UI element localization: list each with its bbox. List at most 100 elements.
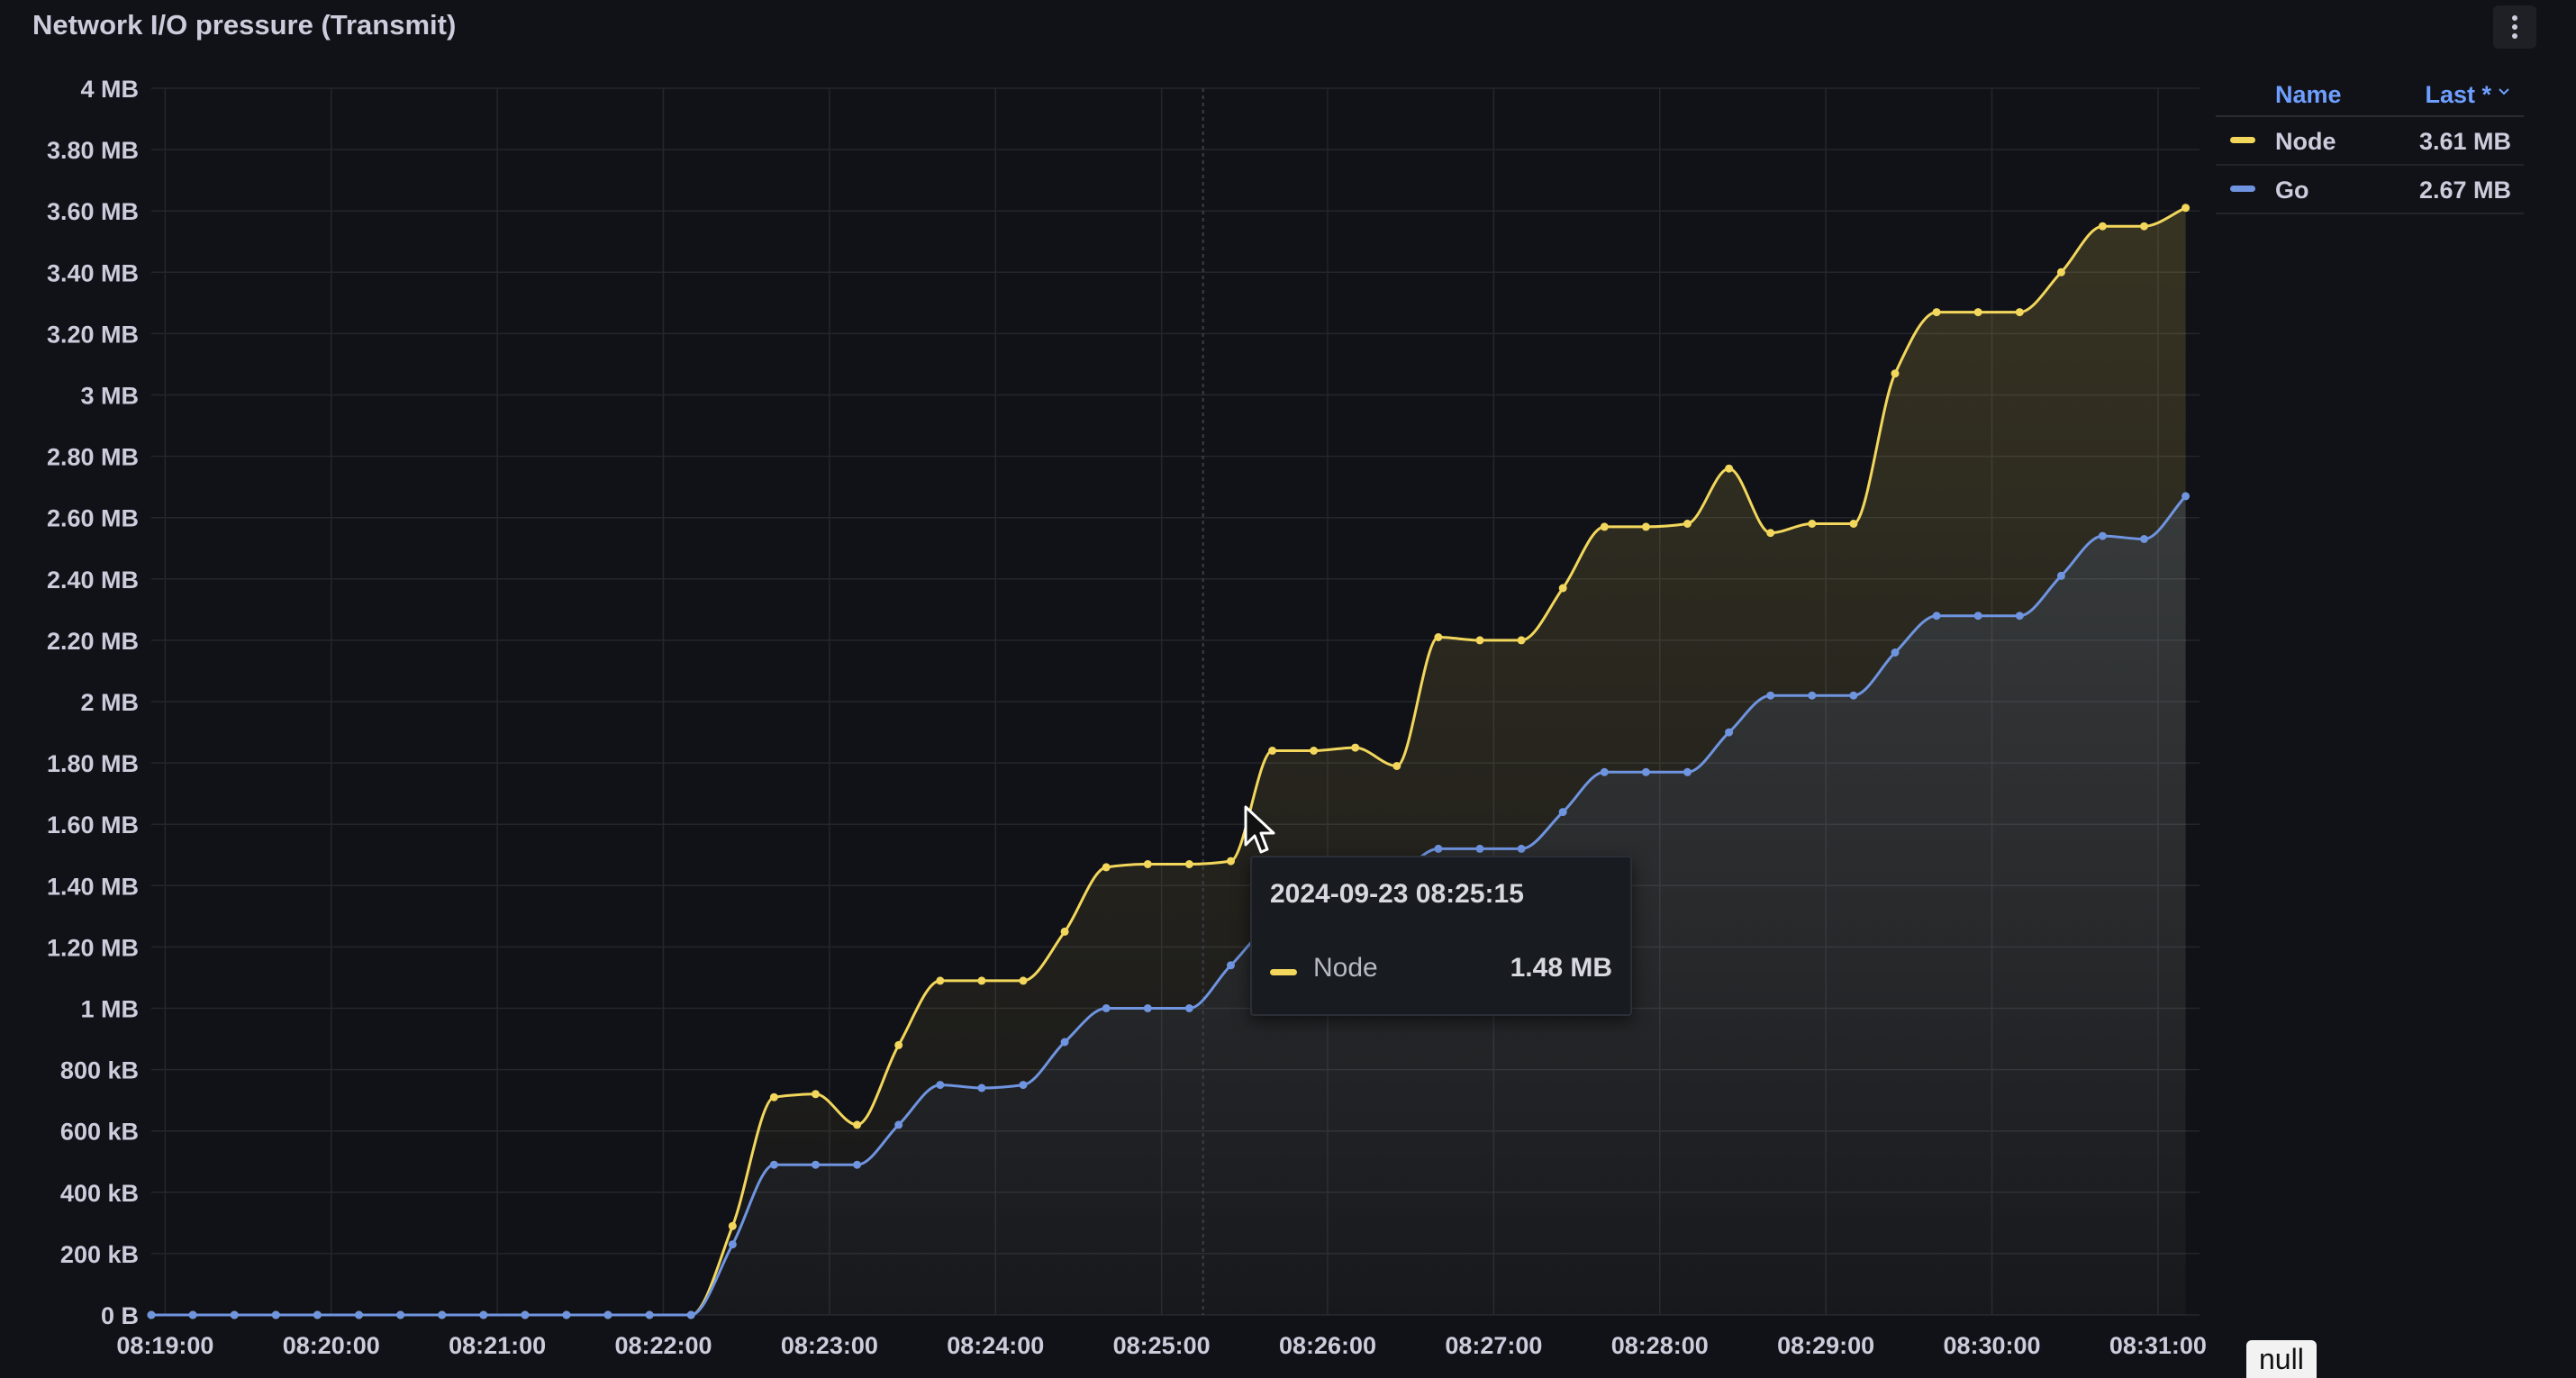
legend-item-last-value: 3.61 MB bbox=[2418, 128, 2511, 155]
chevron-down-icon[interactable] bbox=[2497, 85, 2511, 99]
hover-tooltip: 2024-09-23 08:25:15 Node 1.48 MB bbox=[1250, 856, 1632, 1016]
y-tick-label: 200 kB bbox=[60, 1241, 139, 1268]
data-point-node bbox=[1641, 522, 1650, 531]
data-point-go bbox=[894, 1120, 903, 1129]
data-point-node bbox=[2056, 267, 2065, 277]
y-tick-label: 3 MB bbox=[80, 383, 139, 410]
tooltip-series-value: 1.48 MB bbox=[1510, 953, 1612, 983]
data-point-node bbox=[1973, 308, 1982, 317]
data-point-node bbox=[1808, 520, 1817, 528]
legend-swatch-node bbox=[2230, 137, 2255, 143]
series-area-go bbox=[151, 495, 2186, 1315]
data-point-node bbox=[2098, 222, 2107, 231]
data-point-node bbox=[1600, 522, 1609, 531]
series-points bbox=[147, 204, 2191, 1319]
data-point-go bbox=[2140, 535, 2148, 543]
data-point-node bbox=[1351, 743, 1360, 752]
y-tick-label: 3.40 MB bbox=[47, 259, 139, 286]
tooltip-swatch bbox=[1270, 969, 1297, 975]
x-tick-label: 08:28:00 bbox=[1611, 1332, 1709, 1359]
x-tick-label: 08:23:00 bbox=[781, 1332, 878, 1359]
y-tick-label: 1.80 MB bbox=[47, 750, 139, 777]
data-point-node bbox=[2015, 308, 2024, 317]
data-point-go bbox=[1725, 728, 1734, 737]
data-point-go bbox=[977, 1083, 986, 1092]
y-tick-label: 2.60 MB bbox=[47, 505, 139, 532]
timeseries-chart[interactable]: 0 B 200 kB 400 kB 600 kB 800 kB 1 MB 1.20 MB 1.… bbox=[0, 0, 2207, 1374]
data-point-go bbox=[438, 1310, 447, 1319]
data-point-go bbox=[1060, 1038, 1069, 1047]
legend-item-node[interactable]: Node 3.61 MB bbox=[2216, 117, 2524, 166]
data-point-go bbox=[936, 1081, 945, 1090]
data-point-go bbox=[1475, 844, 1484, 853]
data-point-go bbox=[147, 1310, 156, 1319]
x-tick-label: 08:25:00 bbox=[1113, 1332, 1211, 1359]
data-point-go bbox=[1102, 1004, 1111, 1012]
data-point-node bbox=[1227, 857, 1235, 866]
data-point-node bbox=[1475, 636, 1484, 645]
legend-item-go[interactable]: Go 2.67 MB bbox=[2216, 166, 2524, 214]
y-tick-label: 1.60 MB bbox=[47, 811, 139, 839]
data-point-node bbox=[1392, 762, 1401, 770]
y-tick-label: 1.20 MB bbox=[47, 934, 139, 961]
y-tick-label: 3.80 MB bbox=[47, 137, 139, 164]
data-point-go bbox=[396, 1310, 405, 1319]
data-point-go bbox=[1019, 1081, 1028, 1090]
y-tick-label: 2.20 MB bbox=[47, 628, 139, 655]
data-point-node bbox=[1558, 584, 1567, 593]
data-point-node bbox=[1019, 976, 1028, 985]
y-tick-label: 400 kB bbox=[60, 1180, 139, 1207]
y-tick-label: 2 MB bbox=[80, 689, 139, 716]
y-tick-label: 4 MB bbox=[80, 76, 139, 103]
data-point-go bbox=[2056, 571, 2065, 580]
data-point-node bbox=[977, 976, 986, 985]
x-tick-label: 08:21:00 bbox=[449, 1332, 546, 1359]
legend-last-column-header[interactable]: Last * bbox=[2425, 81, 2491, 108]
null-label: null bbox=[2246, 1340, 2317, 1378]
legend-header: Name Last * bbox=[2216, 76, 2524, 117]
data-point-go bbox=[355, 1310, 363, 1319]
y-tick-label: 600 kB bbox=[60, 1119, 139, 1146]
data-point-go bbox=[1641, 767, 1650, 776]
data-point-node bbox=[2140, 222, 2148, 231]
x-tick-label: 08:19:00 bbox=[116, 1332, 213, 1359]
data-point-go bbox=[271, 1310, 280, 1319]
data-point-go bbox=[1184, 1004, 1193, 1012]
data-point-node bbox=[853, 1120, 862, 1129]
tooltip-series-name: Node bbox=[1313, 953, 1378, 983]
data-point-go bbox=[1143, 1004, 1152, 1012]
y-tick-label: 2.80 MB bbox=[47, 444, 139, 471]
data-point-go bbox=[230, 1310, 239, 1319]
data-point-go bbox=[313, 1310, 322, 1319]
x-axis: 08:19:00 08:20:00 08:21:00 08:22:00 08:23:00… bbox=[116, 1332, 2207, 1359]
data-point-node bbox=[1725, 464, 1734, 473]
data-point-go bbox=[1558, 808, 1567, 817]
x-tick-label: 08:29:00 bbox=[1777, 1332, 1874, 1359]
data-point-node bbox=[894, 1040, 903, 1049]
data-point-go bbox=[769, 1160, 778, 1169]
y-axis: 0 B 200 kB 400 kB 600 kB 800 kB 1 MB 1.20 MB 1.… bbox=[47, 76, 139, 1329]
data-point-go bbox=[603, 1310, 612, 1319]
data-point-go bbox=[1808, 691, 1817, 700]
x-tick-label: 08:27:00 bbox=[1445, 1332, 1542, 1359]
data-point-node bbox=[1310, 747, 1319, 755]
data-point-go bbox=[562, 1310, 571, 1319]
data-point-go bbox=[2015, 612, 2024, 621]
data-point-node bbox=[1766, 529, 1775, 538]
data-point-go bbox=[1434, 844, 1443, 853]
legend-item-name: Go bbox=[2275, 177, 2309, 204]
panel-menu-button[interactable] bbox=[2493, 5, 2536, 49]
data-point-node bbox=[1102, 863, 1111, 872]
data-point-go bbox=[479, 1310, 488, 1319]
data-point-node bbox=[1849, 520, 1858, 528]
data-point-node bbox=[1184, 860, 1193, 868]
data-point-go bbox=[1973, 612, 1982, 621]
tooltip-timestamp: 2024-09-23 08:25:15 bbox=[1270, 879, 1524, 909]
legend-table: Name Last * Node 3.61 MB Go 2.67 MB bbox=[2216, 76, 2524, 214]
data-point-go bbox=[188, 1310, 197, 1319]
legend-name-column-header[interactable]: Name bbox=[2275, 81, 2342, 108]
data-point-go bbox=[1891, 648, 1900, 657]
y-tick-label: 3.20 MB bbox=[47, 321, 139, 348]
x-tick-label: 08:31:00 bbox=[2109, 1332, 2207, 1359]
